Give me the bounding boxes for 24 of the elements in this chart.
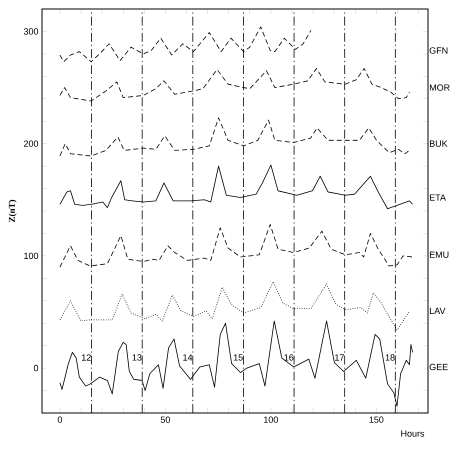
y-tick-label: 300 (24, 28, 38, 35)
annotation: 15 (234, 354, 243, 361)
x-tick-label: 50 (160, 416, 170, 423)
series-label: ETA (430, 194, 446, 201)
text: LAV (430, 308, 446, 314)
x-axis-title: Hours (401, 430, 424, 437)
y-tick-label: 0 (34, 364, 38, 372)
x-tick-label: 150 (370, 416, 384, 423)
y-tick-label: 100 (24, 252, 38, 260)
annotation: 14 (183, 354, 192, 361)
text: BUK (430, 140, 448, 147)
y-tick-label: 200 (24, 140, 38, 147)
text: GFN (430, 47, 448, 54)
x-tick-label: 0 (58, 416, 62, 423)
annotation: 17 (335, 354, 344, 361)
annotation: 18 (386, 354, 395, 361)
text: MOR (430, 84, 450, 91)
annotation: 13 (132, 354, 142, 361)
series-label: EMU (430, 252, 448, 258)
y-axis-title: Z(nT) (8, 200, 17, 222)
text: GEE (430, 364, 448, 370)
annotation: 12 (82, 354, 91, 361)
annotation: 16 (284, 354, 294, 361)
x-tick-label: 100 (264, 416, 278, 423)
